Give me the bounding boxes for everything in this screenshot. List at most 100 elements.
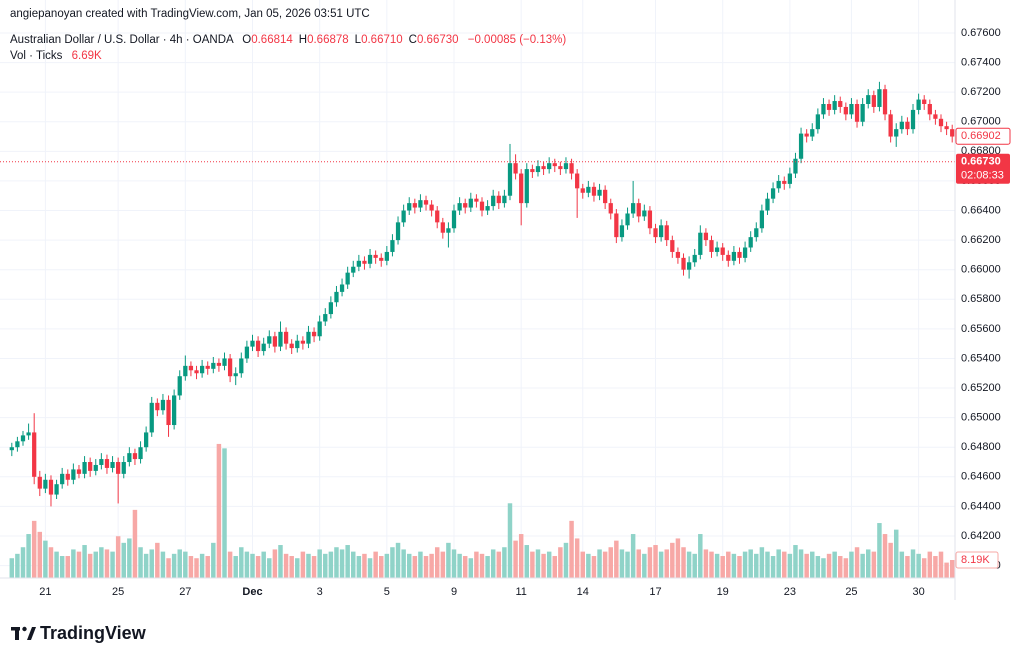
volume-bar [502, 547, 507, 578]
candle-body [860, 104, 865, 122]
volume-bar [71, 549, 76, 578]
volume-bar [485, 556, 490, 578]
volume-bar [608, 547, 613, 578]
candle-body [569, 163, 574, 174]
candle-body [580, 188, 585, 193]
logo-shape [27, 627, 36, 640]
ohlc-value: 0.66814 [251, 34, 293, 46]
x-tick-label: 30 [912, 586, 924, 598]
candle-body [759, 210, 765, 229]
volume-bar [261, 551, 266, 578]
candle-body [379, 257, 384, 261]
volume-bar [776, 549, 781, 578]
candle-body [71, 469, 76, 480]
candle-body [177, 376, 182, 396]
volume-bar [597, 549, 602, 578]
volume-bar [59, 556, 65, 578]
candle-body [99, 459, 104, 465]
candle-body [323, 314, 328, 322]
volume-bar [351, 551, 356, 578]
volume-value: 6.69K [71, 50, 102, 62]
candle-body [300, 340, 306, 344]
volume-bar [591, 556, 597, 578]
candle-body [731, 251, 737, 261]
volume-row: Vol · Ticks 6.69K [10, 50, 102, 62]
x-tick-label: 11 [515, 586, 526, 598]
candle-body [709, 240, 714, 252]
candle-body [496, 195, 501, 204]
volume-bar [227, 551, 233, 578]
volume-bar [216, 443, 222, 578]
volume-bar [37, 531, 43, 578]
credit: angiepanoyan created with TradingView.co… [10, 8, 370, 20]
volume-bar [115, 536, 121, 578]
volume-bar [211, 542, 216, 578]
volume-bar [832, 551, 837, 578]
candle-body [345, 272, 350, 285]
candle-body [793, 158, 798, 174]
volume-bar [233, 556, 238, 578]
candle-body [658, 225, 664, 238]
volume-bar [921, 558, 927, 578]
candle-body [37, 476, 42, 489]
y-tick-label: 0.66000 [961, 264, 1001, 276]
volume-bar [99, 547, 104, 578]
volume-bar [916, 553, 921, 578]
volume-bar [339, 549, 345, 578]
price-label: 0.66902 [961, 130, 1001, 142]
candle-body [166, 399, 171, 426]
volume-bar [384, 553, 390, 578]
candle-body [815, 114, 820, 130]
volume-bar [798, 549, 804, 578]
volume-bar [317, 549, 322, 578]
volume-bar [871, 551, 877, 578]
candle-body [54, 484, 59, 495]
candle-body [798, 133, 804, 159]
candle-body [43, 479, 48, 489]
volume-bar [541, 553, 546, 578]
candle-body [591, 186, 597, 196]
volume-bar [183, 551, 188, 578]
candle-body [625, 213, 630, 226]
volume-label-box [955, 551, 999, 569]
x-tick-label: 21 [39, 586, 51, 598]
volume-bar [731, 553, 737, 578]
last-price-box [956, 153, 1010, 184]
candle-body [328, 302, 333, 315]
volume-bar [580, 551, 585, 578]
candle-body [334, 291, 339, 303]
candle-body [48, 479, 54, 495]
y-tick-label: 0.64400 [961, 500, 1001, 512]
candle-body [474, 198, 479, 202]
volume-bar [82, 545, 87, 578]
volume-bar [345, 545, 350, 578]
candle-body [183, 365, 188, 377]
volume-bar [93, 551, 99, 578]
volume-bar [675, 538, 681, 578]
candle-body [776, 180, 781, 189]
volume-bar [367, 558, 373, 578]
volume-bar [76, 551, 82, 578]
candle-body [530, 169, 535, 173]
volume-label: 8.19K [961, 554, 990, 566]
candle-body [552, 163, 557, 167]
volume-bar [893, 529, 899, 578]
volume-bar [563, 542, 569, 578]
candle-body [211, 362, 216, 369]
volume-bar [379, 556, 384, 578]
volume-bar [670, 542, 675, 578]
volume-bar [138, 547, 143, 578]
volume-bar [278, 545, 283, 578]
volume-bar [854, 547, 860, 578]
volume-bar [552, 556, 558, 578]
volume-bar [65, 556, 71, 578]
candle-body [535, 166, 541, 173]
x-tick-label: 9 [451, 586, 457, 598]
candle-body [423, 200, 429, 205]
volume-bar [513, 540, 518, 578]
candle-body [132, 453, 138, 460]
volume-bar [132, 509, 138, 578]
volume-bar [507, 503, 513, 578]
volume-bar [311, 556, 317, 578]
candle-body [882, 89, 888, 115]
